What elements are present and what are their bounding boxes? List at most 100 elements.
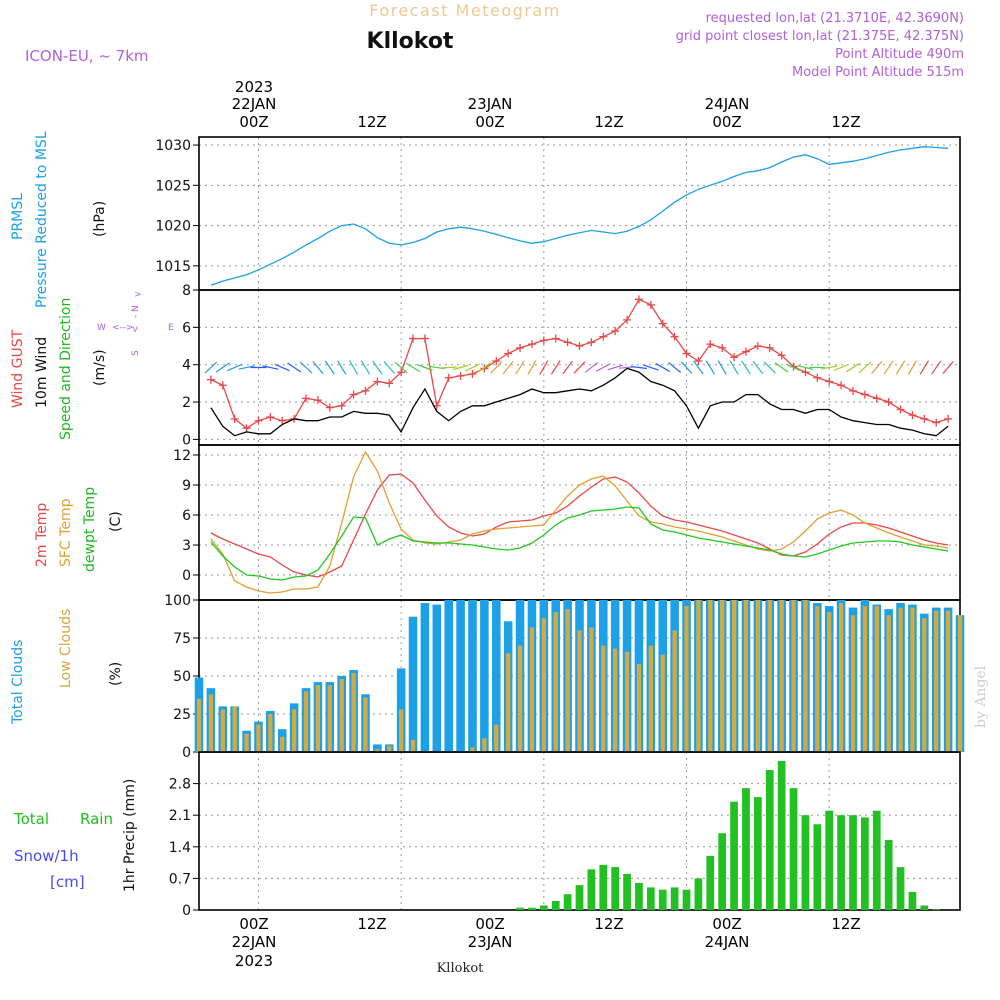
wind-labels: Wind GUST 10m Wind Speed and Direction (…: [10, 290, 174, 440]
y-tick-label: 1025: [155, 178, 191, 194]
low-cloud-bar: [850, 615, 856, 752]
low-cloud-bar: [315, 685, 321, 752]
precip-bar: [908, 891, 917, 910]
precip-bar: [528, 907, 536, 910]
low-cloud-bar: [494, 724, 499, 752]
wind-arrow: [655, 363, 670, 372]
requested-coords: requested lon,lat (21.3710E, 42.3690N): [706, 11, 964, 26]
low-cloud-bar: [815, 606, 820, 752]
wind-arrow: [360, 360, 371, 375]
bottom-tick-label: 00Z: [239, 915, 268, 933]
y-tick-label: 2.1: [169, 808, 191, 824]
precip-bar: [777, 761, 786, 910]
compass-east-label: E: [168, 323, 174, 333]
wind-arrow: [477, 362, 492, 373]
compass-rose: N > - < S W <--> E: [97, 290, 174, 356]
gust-marker: [860, 390, 869, 399]
gust-marker: [706, 340, 715, 349]
low-cloud-bar: [506, 653, 511, 752]
precip-bar: [551, 900, 560, 910]
low-cloud-bar: [791, 600, 796, 752]
wind-arrow: [562, 360, 573, 375]
precip-bar: [813, 824, 822, 910]
y-tick-label: 1020: [155, 219, 191, 235]
wind-arrow: [883, 360, 894, 375]
temp-unit-label: (C): [108, 511, 124, 532]
wind-arrow: [394, 361, 408, 374]
precip-bar: [884, 840, 893, 910]
precip-bar: [861, 817, 869, 910]
gust-marker: [623, 315, 632, 324]
precip-bar: [646, 887, 655, 910]
y-tick-label: 2: [182, 395, 191, 411]
model-label: ICON-EU, ~ 7km: [25, 47, 149, 65]
gust-marker: [646, 300, 655, 309]
wind-arrow: [607, 364, 624, 371]
wind-arrow: [372, 360, 383, 375]
low-cloud-bar: [731, 600, 737, 752]
wind-arrow: [717, 360, 727, 375]
precip-bar: [753, 797, 762, 910]
gust-marker: [634, 295, 643, 304]
y-tick-label: 8: [182, 283, 191, 299]
wind-arrow: [405, 362, 421, 373]
gust-marker: [456, 371, 465, 380]
compass-west-label: W: [97, 323, 106, 333]
gust-marker: [539, 336, 548, 345]
gust-marker: [932, 418, 941, 427]
gust-marker: [230, 414, 239, 423]
cloud-labels: Total Clouds Low Clouds (%): [10, 609, 124, 725]
bottom-date-label: 24JAN: [705, 933, 750, 951]
gust-marker: [302, 394, 311, 403]
low-cloud-bar: [517, 645, 523, 752]
low-cloud-bar: [779, 600, 784, 752]
wind-arrow: [786, 363, 802, 372]
gust-marker: [349, 390, 358, 399]
gust-marker: [825, 377, 834, 386]
precip-bar: [849, 815, 857, 910]
wind-arrow: [584, 362, 599, 373]
bottom-tick-label: 00Z: [712, 915, 741, 933]
gust-marker: [848, 386, 857, 395]
gust-marker: [896, 405, 905, 414]
wind-arrow: [833, 363, 849, 372]
wind-arrow: [680, 361, 693, 374]
precip-bar: [872, 810, 881, 910]
total-cloud-bar: [468, 600, 477, 752]
wind-arrow: [668, 361, 682, 374]
low-cloud-bar: [957, 615, 963, 752]
low-cloud-bar: [934, 610, 939, 752]
wind-arrow: [643, 364, 659, 371]
wind-arrow: [729, 360, 739, 375]
precip-unit-label: 1hr Precip (mm): [122, 779, 138, 892]
precip-bar: [932, 909, 941, 910]
precip-bar: [623, 873, 631, 910]
bottom-tick-label: 12Z: [594, 915, 623, 933]
precip-labels: Total Rain Snow/1h [cm] 1hr Precip (mm): [13, 779, 138, 892]
gust-marker: [944, 414, 953, 423]
total-cloud-bar: [444, 600, 453, 752]
total-cloud-bar: [373, 744, 382, 752]
low-cloud-bar: [363, 697, 368, 752]
low-cloud-bar: [208, 694, 214, 752]
bottom-year-label: 2023: [235, 952, 273, 970]
compass-north-label: N: [131, 305, 141, 312]
precip-bar: [837, 815, 845, 910]
precip-bar: [611, 867, 620, 910]
precip-bar: [765, 770, 774, 910]
gust-marker: [777, 351, 786, 360]
wind-arrow: [907, 360, 917, 375]
precip-bar: [825, 810, 834, 910]
wind-speed-line: [210, 367, 949, 437]
precip-bar: [575, 885, 584, 910]
precip-bar: [670, 887, 679, 910]
wind-arrow: [595, 363, 611, 372]
wind-arrow: [741, 360, 751, 375]
low-cloud-bar: [351, 672, 356, 752]
wind-arrow: [502, 360, 514, 375]
wind-arrow: [539, 360, 549, 375]
low-cloud-bar: [613, 648, 618, 752]
bottom-date-label: 22JAN: [232, 933, 277, 951]
gust-marker: [599, 332, 608, 341]
gust-marker: [504, 349, 513, 358]
